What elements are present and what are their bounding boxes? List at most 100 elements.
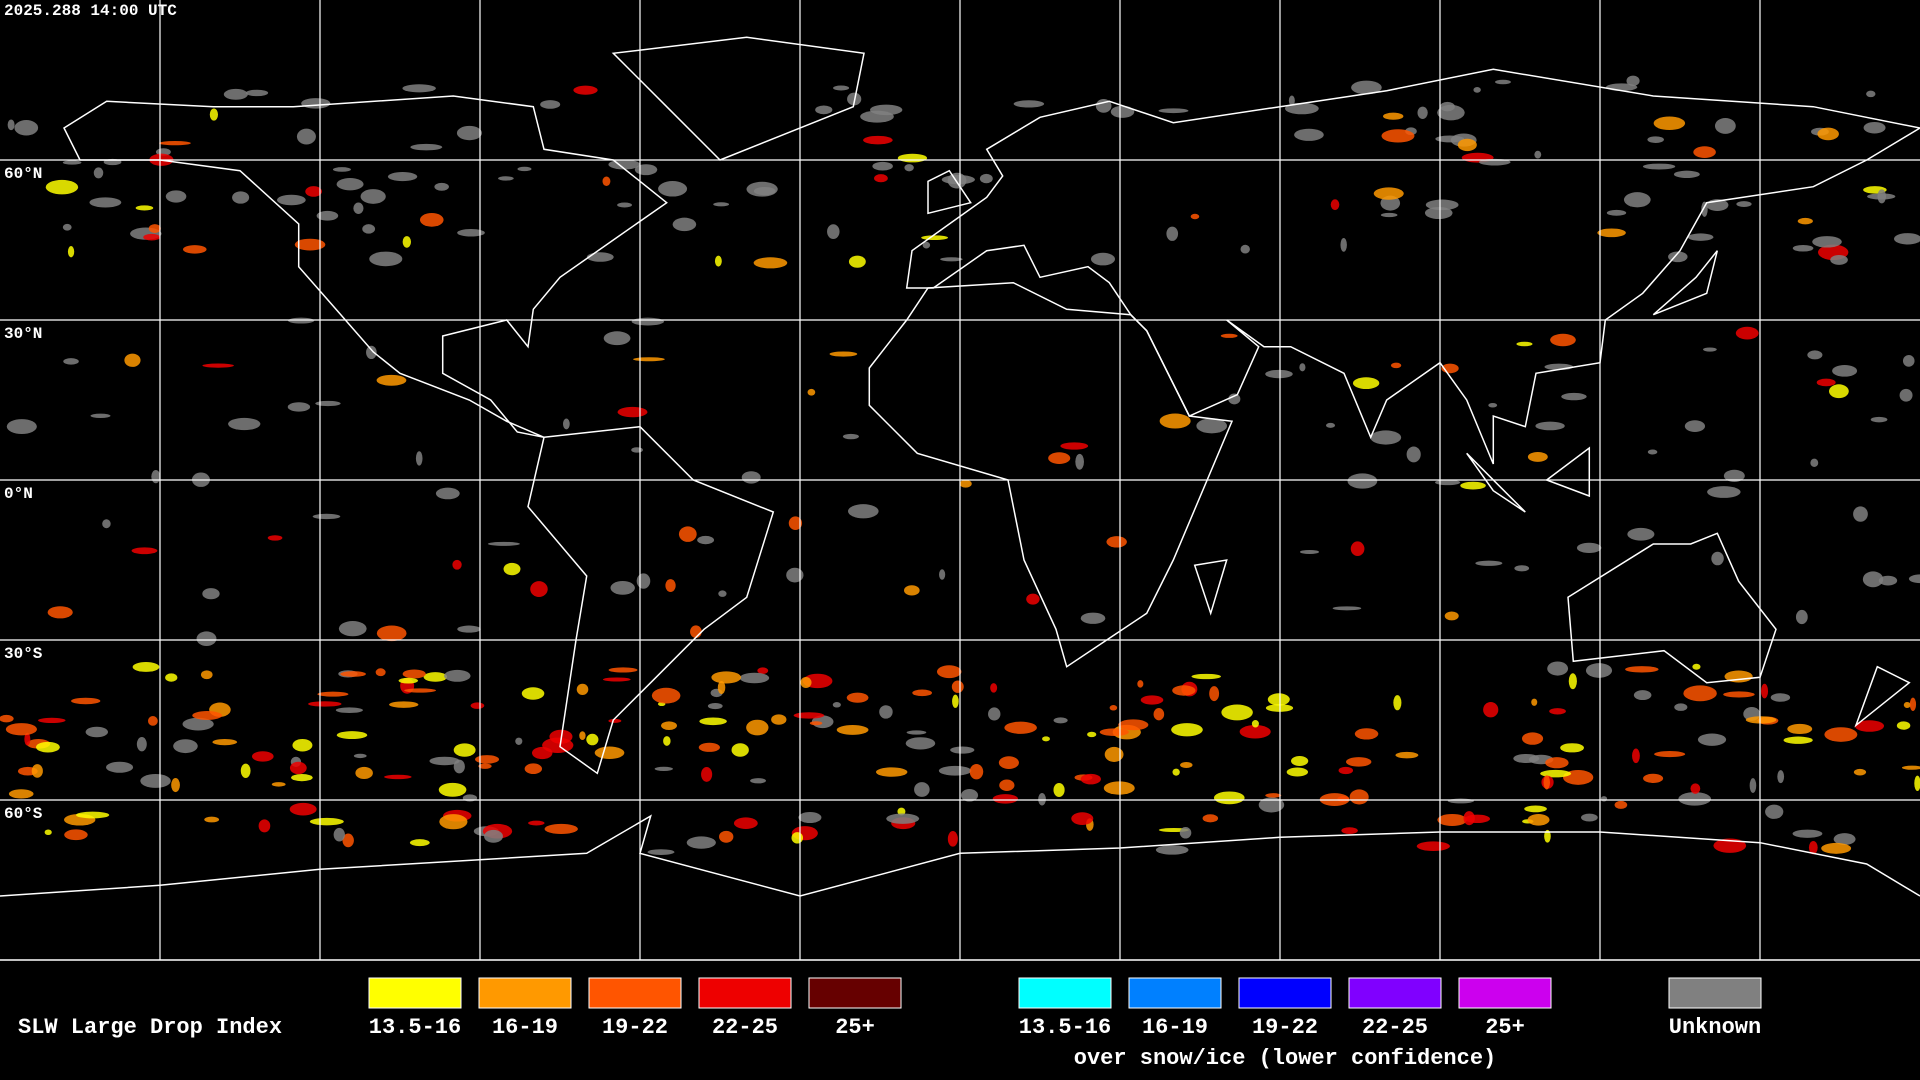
cloud-patch	[45, 179, 79, 195]
cloud-patch	[245, 89, 269, 97]
cloud-patch	[999, 779, 1015, 791]
cloud-patch	[1463, 811, 1475, 826]
latitude-label: 30°N	[4, 325, 42, 343]
cloud-patch	[1239, 725, 1271, 739]
cloud-patch	[1350, 541, 1365, 557]
cloud-patch	[1642, 163, 1676, 170]
cloud-patch	[904, 164, 914, 172]
cloud-patch	[528, 820, 545, 826]
cloud-patch	[1735, 326, 1759, 340]
latitude-label: 30°S	[4, 645, 43, 663]
cloud-patch	[992, 794, 1019, 804]
cloud-patch	[1893, 233, 1920, 245]
cloud-patch	[576, 683, 589, 695]
cloud-patch	[312, 513, 341, 520]
cloud-patch	[1060, 442, 1089, 450]
cloud-patch	[317, 691, 349, 697]
cloud-patch	[336, 178, 364, 191]
cloud-patch	[1354, 728, 1379, 740]
cloud-patch	[375, 668, 386, 677]
cloud-patch	[240, 763, 251, 778]
cloud-patch	[879, 705, 893, 719]
legend-swatch	[1458, 977, 1552, 1009]
cloud-patch	[914, 782, 930, 797]
cloud-patch	[739, 672, 770, 684]
cloud-patch	[423, 672, 448, 682]
cloud-patch	[1106, 536, 1127, 548]
cloud-patch	[1265, 369, 1293, 379]
cloud-patch	[1626, 75, 1640, 87]
cloud-patch	[1549, 708, 1566, 715]
cloud-patch	[429, 756, 460, 766]
cloud-patch	[415, 451, 423, 466]
cloud-patch	[62, 160, 82, 165]
cloud-patch	[517, 166, 532, 172]
cloud-patch	[1075, 453, 1084, 470]
cloud-patch	[699, 717, 727, 726]
cloud-patch	[1576, 542, 1602, 554]
cloud-patch	[746, 719, 769, 736]
cloud-patch	[1713, 838, 1747, 853]
cloud-patch	[1460, 481, 1486, 490]
cloud-patch	[1783, 736, 1813, 744]
cloud-patch	[719, 830, 734, 843]
cloud-patch	[515, 737, 523, 745]
cloud-patch	[1220, 333, 1238, 338]
cloud-patch	[1568, 673, 1577, 690]
cloud-patch	[939, 569, 946, 580]
cloud-patch	[487, 541, 520, 546]
cloud-patch	[182, 717, 214, 731]
cloud-patch	[1792, 829, 1823, 838]
cloud-patch	[1903, 701, 1911, 709]
cloud-patch	[1180, 761, 1193, 769]
cloud-patch	[338, 621, 367, 637]
cloud-patch	[132, 662, 160, 672]
cloud-patch	[753, 257, 788, 269]
cloud-patch	[402, 669, 426, 679]
cloud-patch	[182, 245, 207, 254]
cloud-patch	[124, 353, 141, 367]
cloud-patch	[846, 692, 869, 703]
cloud-patch	[136, 736, 147, 752]
cloud-patch	[1817, 127, 1839, 141]
cloud-patch	[788, 516, 803, 531]
cloud-patch	[1765, 804, 1784, 819]
cloud-patch	[1901, 765, 1920, 770]
cloud-patch	[1191, 673, 1222, 680]
legend-label: 13.5-16	[369, 1015, 461, 1040]
cloud-patch	[678, 526, 697, 542]
cloud-patch	[7, 119, 15, 131]
cloud-patch	[8, 789, 34, 799]
cloud-patch	[863, 135, 893, 145]
cloud-patch	[1625, 666, 1659, 673]
cloud-patch	[131, 547, 158, 555]
cloud-patch	[6, 419, 37, 435]
coastline	[527, 425, 775, 775]
cloud-patch	[815, 105, 833, 115]
legend-swatch	[368, 977, 462, 1009]
cloud-patch	[540, 100, 561, 109]
cloud-patch	[438, 782, 467, 797]
cloud-patch	[711, 671, 742, 684]
cloud-patch	[1099, 728, 1129, 736]
cloud-patch	[1383, 112, 1404, 120]
cloud-patch	[267, 535, 283, 541]
cloud-patch	[316, 210, 339, 221]
cloud-patch	[1495, 79, 1511, 85]
cloud-patch	[355, 766, 373, 780]
cloud-patch	[979, 173, 993, 184]
cloud-patch	[1373, 187, 1404, 200]
cloud-patch	[1172, 685, 1196, 696]
cloud-patch	[1797, 217, 1813, 225]
cloud-patch	[1770, 693, 1791, 702]
legend-label: 25+	[1485, 1015, 1525, 1040]
cloud-patch	[1284, 102, 1319, 115]
cloud-patch	[1807, 350, 1823, 360]
cloud-patch	[1810, 458, 1819, 467]
cloud-patch	[173, 739, 198, 754]
cloud-patch	[369, 251, 403, 267]
cloud-patch	[1683, 685, 1717, 702]
cloud-patch	[1053, 782, 1065, 798]
cloud-patch	[165, 190, 187, 203]
cloud-patch	[1053, 717, 1068, 724]
